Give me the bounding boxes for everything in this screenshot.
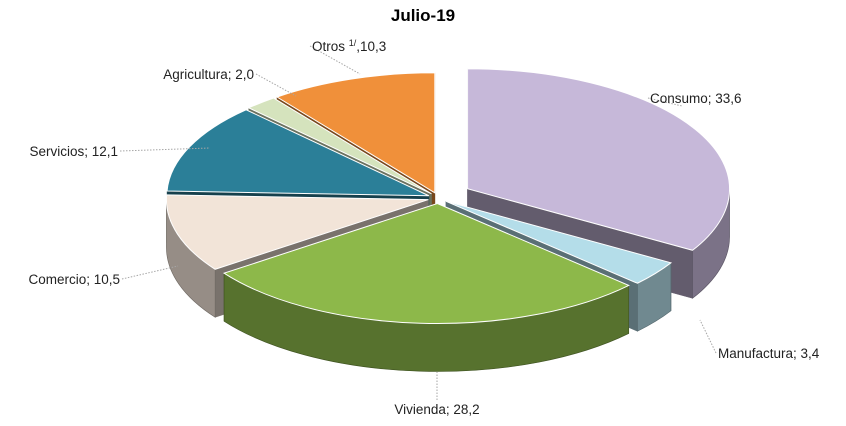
slice-manufactura [445,200,673,284]
slice-consumo [467,68,730,251]
slice-label-otros: Otros 1/,10,3 [312,38,386,54]
slice-label-comercio: Comercio; 10,5 [28,272,120,287]
leader-line-otros [309,45,361,75]
leader-line-servicios [119,147,211,152]
slice-servicios [166,109,430,197]
slice-otros [275,72,436,194]
slice-label-manufactura: Manufactura; 3,4 [718,346,820,361]
label-leader-lines [119,45,717,400]
pie-tops [165,68,730,324]
slice-vivienda [222,202,630,324]
slice-comercio [165,194,429,270]
chart-title: Julio-19 [390,6,456,25]
slice-label-consumo: Consumo; 33,6 [650,91,742,106]
leader-line-comercio [121,265,179,280]
slice-agricultura [247,97,432,195]
slice-labels: Consumo; 33,6 Manufactura; 3,4 Vivienda; 2… [28,38,819,417]
slice-label-vivienda: Vivienda; 28,2 [394,402,479,417]
leader-line-manufactura [699,319,717,354]
slice-label-servicios: Servicios; 12,1 [29,144,118,159]
slice-label-agricultura: Agricultura; 2,0 [163,67,254,82]
